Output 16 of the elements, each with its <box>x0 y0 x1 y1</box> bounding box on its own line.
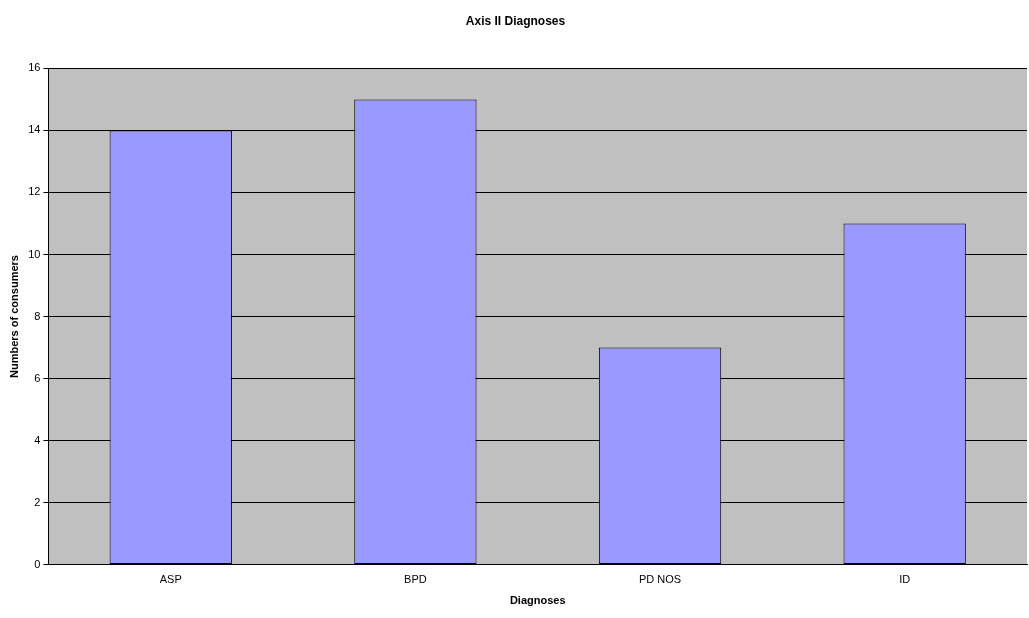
y-tick-label: 4 <box>34 433 41 446</box>
x-tick-label: BPD <box>404 573 427 586</box>
x-tick-label: PD NOS <box>638 573 682 586</box>
y-tick-label: 12 <box>28 185 41 198</box>
y-axis-title: Numbers of consumers <box>7 255 20 378</box>
x-axis-title: Diagnoses <box>509 594 566 607</box>
x-tick-label: ID <box>899 573 911 586</box>
y-tick-label: 16 <box>28 61 41 74</box>
y-tick-label: 14 <box>28 123 41 136</box>
y-tick-label: 2 <box>34 495 41 508</box>
x-tick-label: ASP <box>159 573 182 586</box>
y-tick-label: 0 <box>34 557 41 570</box>
y-tick-label: 8 <box>34 309 41 322</box>
y-tick-label: 6 <box>34 371 41 384</box>
y-tick-label: 10 <box>28 247 41 260</box>
chart-title: Axis II Diagnoses <box>465 13 566 28</box>
